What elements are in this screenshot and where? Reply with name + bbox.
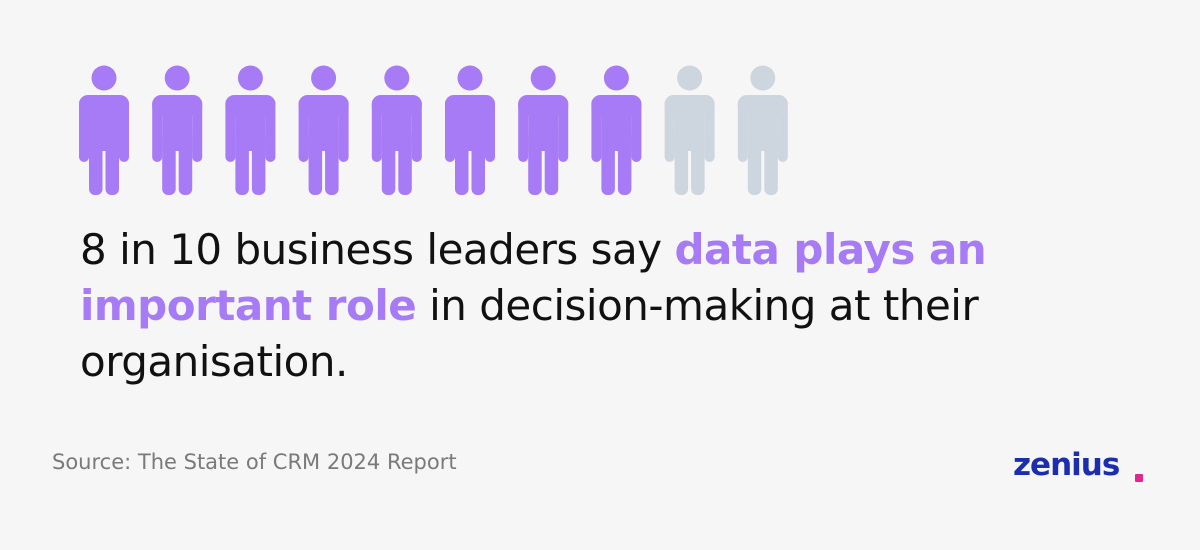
person-head <box>603 65 629 91</box>
person-arm <box>777 98 788 162</box>
person-arm <box>591 98 602 162</box>
person-leg <box>89 130 103 195</box>
person-arm <box>485 98 495 162</box>
person-arm <box>518 98 529 162</box>
person-arm <box>371 98 382 162</box>
person-filled <box>591 65 642 195</box>
person-arm <box>119 98 129 162</box>
pictogram <box>79 65 788 195</box>
person-arm <box>338 98 349 162</box>
source: Source: The State of CRM 2024 Report <box>52 450 457 474</box>
person-arm <box>704 98 715 162</box>
person-leg <box>235 130 249 195</box>
person-filled <box>445 65 495 195</box>
person-filled <box>79 65 129 195</box>
person-leg <box>674 130 689 195</box>
person-head <box>530 65 556 91</box>
headline: 8 in 10 business leaders say data plays … <box>80 222 1090 390</box>
person-leg <box>691 130 705 195</box>
person-head <box>384 65 410 91</box>
person-filled <box>298 65 349 195</box>
headline-highlight: data plays an important role <box>80 225 987 330</box>
person-leg <box>325 130 339 195</box>
person-head <box>677 65 703 91</box>
person-arm <box>152 98 163 162</box>
person-empty <box>664 65 715 195</box>
person-empty <box>737 65 788 195</box>
person-arm <box>631 98 642 162</box>
person-leg <box>747 130 762 195</box>
person-head <box>311 65 337 91</box>
person-head <box>164 65 190 91</box>
brand-dot <box>1135 474 1143 482</box>
person-leg <box>544 130 559 195</box>
person-filled <box>518 65 569 195</box>
person-head <box>91 65 117 91</box>
person-arm <box>445 98 455 162</box>
person-leg <box>251 130 266 195</box>
person-filled <box>371 65 422 195</box>
person-filled <box>152 65 203 195</box>
person-arm <box>664 98 675 162</box>
headline-text: in decision-making at their organisation… <box>80 281 979 386</box>
person-leg <box>105 130 119 195</box>
person-leg <box>617 130 632 195</box>
person-arm <box>737 98 748 162</box>
person-leg <box>528 130 542 195</box>
person-head <box>457 65 483 91</box>
person-arm <box>79 98 89 162</box>
person-arm <box>192 98 203 162</box>
person-arm <box>298 98 309 162</box>
person-arm <box>225 98 236 162</box>
person-leg <box>308 130 323 195</box>
person-leg <box>381 130 396 195</box>
person-leg <box>398 130 412 195</box>
headline-text: 8 in 10 business leaders say <box>80 225 675 274</box>
person-leg <box>455 130 469 195</box>
person-leg <box>471 130 485 195</box>
person-leg <box>601 130 615 195</box>
person-arm <box>411 98 422 162</box>
brand-logo: zenius <box>1013 447 1120 483</box>
person-leg <box>764 130 778 195</box>
person-arm <box>558 98 569 162</box>
person-arm <box>265 98 276 162</box>
person-head <box>237 65 263 91</box>
person-leg <box>162 130 176 195</box>
person-head <box>750 65 776 91</box>
person-leg <box>178 130 193 195</box>
person-filled <box>225 65 276 195</box>
